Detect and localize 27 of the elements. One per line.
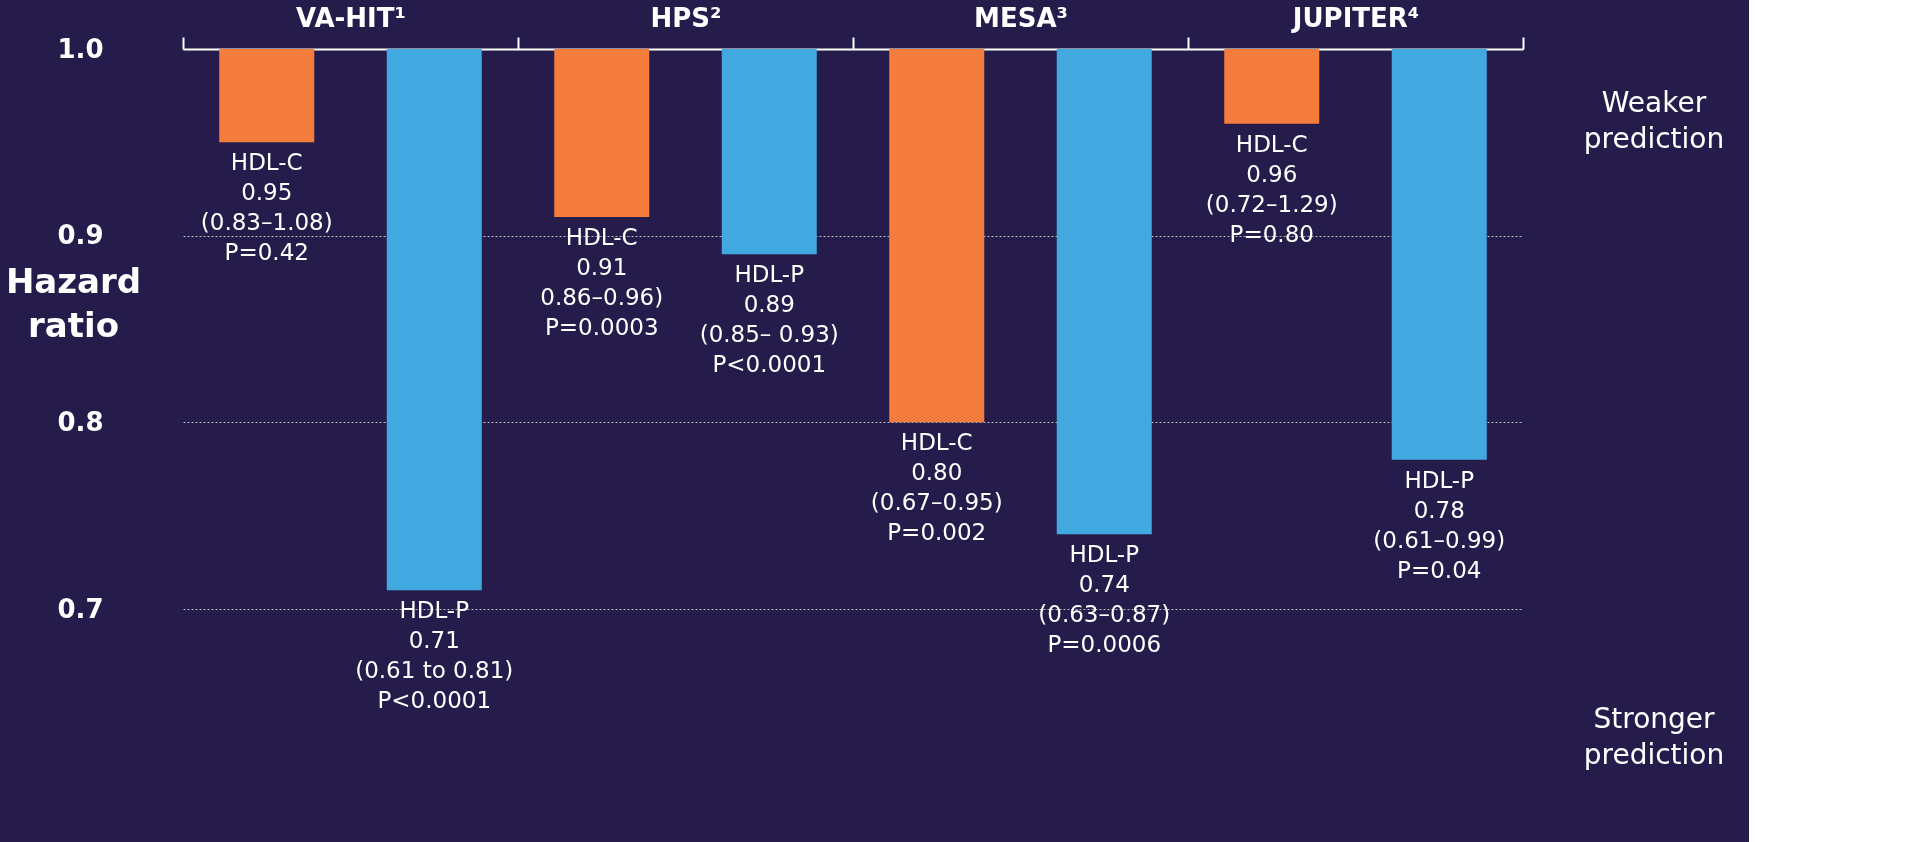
text: HDL-C — [900, 429, 973, 456]
annotation: 0.96 (0.72–1.29) P=0.80 — [1205, 160, 1338, 247]
text: HDL-P — [1404, 466, 1475, 493]
text: HDL-P — [399, 597, 470, 624]
text: HDL-C — [230, 149, 303, 176]
y-tick-label: 0.8 — [57, 406, 104, 437]
annotation: 0.78 (0.61–0.99) P=0.04 — [1373, 496, 1506, 583]
annotation: 0.95 (0.83–1.08) P=0.42 — [200, 179, 333, 266]
series-label: HDL-P — [734, 261, 805, 288]
x-tick-label: VA-HIT¹ — [296, 2, 406, 33]
text: Stronger prediction — [1583, 702, 1725, 771]
text: HDL-C — [565, 224, 638, 250]
x-tick-label: MESA³ — [974, 2, 1068, 33]
x-tick-label: JUPITER⁴ — [1290, 2, 1420, 33]
y-tick-label: 1.0 — [57, 33, 104, 64]
annotation: 0.80 (0.67–0.95) P=0.002 — [870, 459, 1003, 546]
annotation: 0.74 (0.63–0.87) P=0.0006 — [1038, 571, 1171, 658]
text: Weaker prediction — [1583, 86, 1725, 155]
y-tick-label: 0.7 — [57, 593, 104, 624]
x-tick-label: HPS² — [650, 2, 722, 33]
annotation: 0.91 0.86–0.96) P=0.0003 — [540, 254, 664, 340]
series-label: HDL-C — [1235, 130, 1308, 157]
text: 0.71 (0.61 to 0.81) P<0.0001 — [355, 627, 514, 714]
y-axis-title: Hazard ratio — [5, 260, 142, 345]
annotation: 0.89 (0.85– 0.93) P<0.0001 — [699, 291, 839, 378]
text: HDL-P — [1069, 541, 1140, 568]
y-tick-label: 0.9 — [57, 220, 104, 251]
